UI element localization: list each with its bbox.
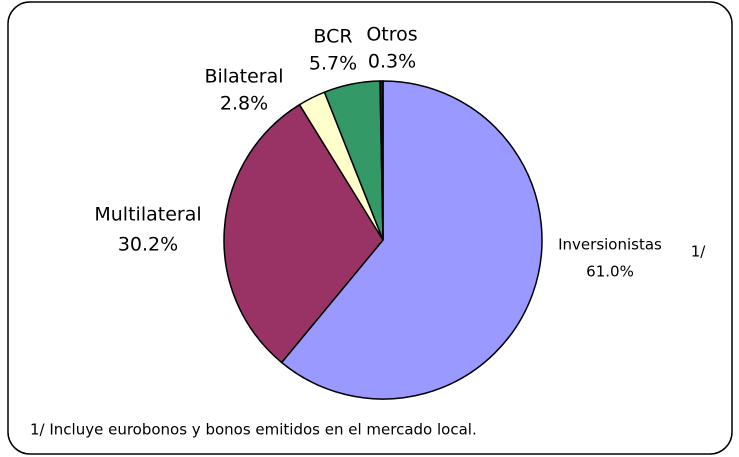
annotation: 1/	[691, 243, 707, 261]
pie-slice	[379, 80, 384, 241]
slice-value-label: 61.0%	[586, 263, 634, 281]
footnote: 1/ Incluye eurobonos y bonos emitidos en…	[30, 421, 477, 439]
slice-label: Multilateral	[94, 204, 201, 226]
pie-slice	[223, 103, 384, 364]
slice-label: Otros	[366, 24, 417, 46]
slice-label: Bilateral	[204, 66, 283, 88]
slice-value-label: 30.2%	[118, 234, 178, 256]
slice-value-label: 2.8%	[220, 93, 268, 115]
slice-value-label: 0.3%	[368, 51, 416, 73]
pie-slice	[280, 80, 543, 400]
slice-value-label: 5.7%	[309, 53, 357, 75]
slice-label: BCR	[313, 26, 352, 48]
slice-label: Inversionistas	[558, 236, 662, 254]
